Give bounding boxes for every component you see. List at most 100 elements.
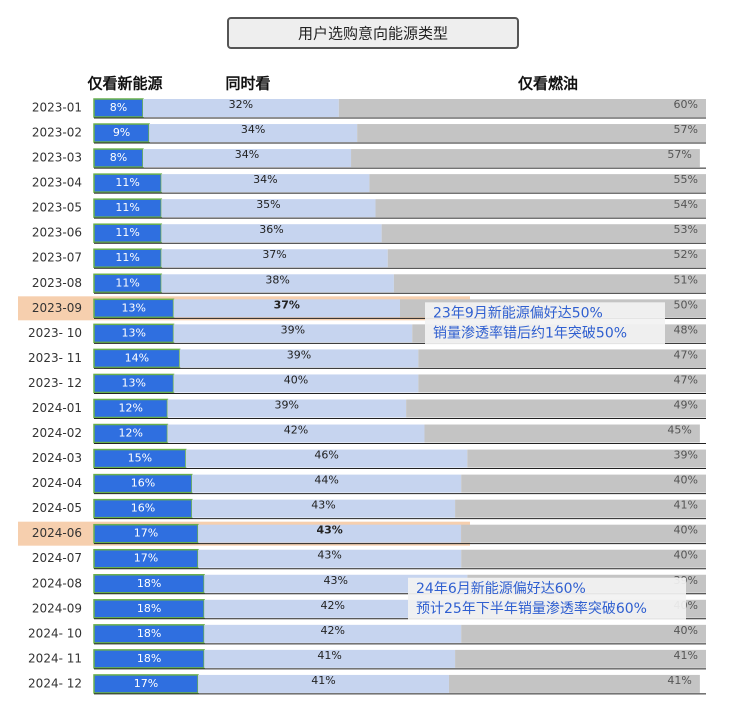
value-label: 42% [320, 624, 344, 637]
legend-label: 同时看 [225, 75, 270, 93]
category-label: 2023- 12 [28, 376, 82, 390]
value-label: 11% [115, 251, 139, 264]
value-label: 13% [122, 376, 146, 389]
value-label: 49% [674, 398, 698, 411]
bar-segment [461, 624, 706, 643]
value-label: 60% [674, 98, 698, 111]
bar-segment [418, 349, 706, 368]
bar-segment [381, 224, 706, 243]
bar-segment [93, 148, 144, 168]
value-label: 16% [131, 477, 155, 490]
value-label: 17% [134, 677, 158, 690]
category-label: 2024- 10 [28, 626, 82, 640]
value-label: 53% [674, 223, 698, 236]
value-label: 42% [284, 424, 308, 437]
bar-segment [406, 399, 706, 418]
bar-segment [173, 324, 413, 343]
category-label: 2024-02 [32, 426, 82, 440]
bar-segment [455, 499, 706, 518]
bar-segment [461, 474, 706, 493]
bar-segment [93, 98, 144, 118]
bar-segment [142, 99, 339, 117]
category-label: 2023-05 [32, 201, 82, 215]
category-label: 2024-01 [32, 401, 82, 415]
category-label: 2024- 12 [28, 676, 82, 690]
bar-segment [204, 599, 462, 618]
value-label: 37% [274, 298, 300, 311]
value-label: 57% [674, 123, 698, 136]
value-label: 13% [122, 301, 146, 314]
value-label: 11% [115, 226, 139, 239]
category-label: 2024-06 [32, 526, 82, 540]
category-label: 2024- 11 [28, 651, 82, 665]
bar-segment [185, 449, 468, 468]
value-label: 13% [122, 326, 146, 339]
category-label: 2023- 10 [28, 326, 82, 340]
value-label: 37% [262, 248, 286, 261]
value-label: 8% [110, 101, 127, 114]
value-label: 39% [287, 348, 311, 361]
category-label: 2023-09 [32, 301, 82, 315]
value-label: 44% [314, 474, 338, 487]
bar-segment [198, 524, 462, 543]
bar-segment [369, 174, 706, 193]
value-label: 34% [235, 148, 259, 161]
category-label: 2023-02 [32, 126, 82, 140]
value-label: 17% [134, 527, 158, 540]
value-label: 36% [259, 223, 283, 236]
category-label: 2023-03 [32, 151, 82, 165]
bar-segment [173, 374, 419, 393]
legend-label: 仅看燃油 [517, 75, 578, 93]
bar-segment [461, 524, 706, 543]
value-label: 39% [281, 323, 305, 336]
value-label: 34% [253, 173, 277, 186]
value-label: 11% [115, 201, 139, 214]
category-label: 2024-08 [32, 576, 82, 590]
value-label: 43% [317, 549, 341, 562]
value-label: 40% [674, 524, 698, 537]
value-label: 46% [314, 449, 338, 462]
value-label: 40% [674, 474, 698, 487]
category-label: 2023- 11 [28, 351, 82, 365]
value-label: 32% [229, 98, 253, 111]
value-label: 55% [674, 173, 698, 186]
title-box [227, 17, 519, 49]
bar-segment [204, 624, 462, 643]
value-label: 18% [137, 652, 161, 665]
bar-segment [448, 674, 700, 693]
category-label: 2023-01 [32, 101, 82, 115]
value-label: 40% [284, 373, 308, 386]
bar-segment [418, 374, 706, 393]
legend-label: 仅看新能源 [86, 75, 162, 93]
value-label: 15% [128, 452, 152, 465]
value-label: 34% [241, 123, 265, 136]
value-label: 40% [674, 549, 698, 562]
value-label: 39% [275, 398, 299, 411]
category-label: 2024-07 [32, 551, 82, 565]
value-label: 51% [674, 273, 698, 286]
category-label: 2024-09 [32, 601, 82, 615]
bar-segment [393, 274, 706, 293]
value-label: 41% [667, 674, 691, 687]
bar-segment [375, 199, 706, 218]
value-label: 41% [311, 674, 335, 687]
bar-segment [179, 349, 419, 368]
bar-segment [161, 274, 394, 293]
bar-segment [455, 649, 706, 668]
value-label: 43% [324, 574, 348, 587]
value-label: 12% [118, 401, 142, 414]
bar-segment [161, 174, 370, 193]
category-label: 2024-03 [32, 451, 82, 465]
value-label: 18% [137, 627, 161, 640]
annotation-text: 23年9月新能源偏好达50% [433, 305, 603, 321]
value-label: 38% [265, 273, 289, 286]
value-label: 52% [674, 248, 698, 261]
bar-segment [161, 249, 388, 268]
value-label: 14% [125, 351, 149, 364]
value-label: 54% [674, 198, 698, 211]
value-label: 9% [113, 126, 130, 139]
value-label: 40% [674, 624, 698, 637]
bar-segment [424, 424, 700, 443]
bar-segment [467, 449, 706, 468]
bar-segment [191, 474, 462, 493]
